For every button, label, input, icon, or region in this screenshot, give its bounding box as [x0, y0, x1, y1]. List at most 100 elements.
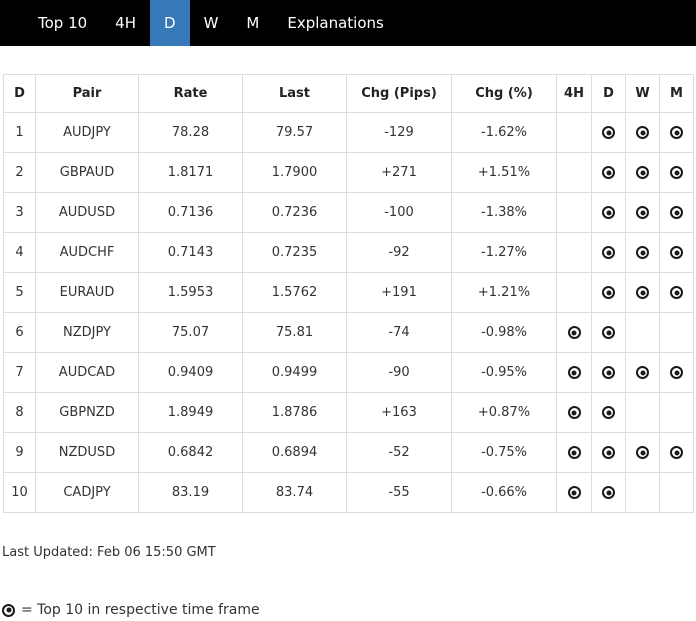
- target-icon: [636, 206, 649, 219]
- cell-mark-4h: [556, 232, 592, 273]
- cell-rank: 1: [3, 112, 36, 153]
- legend: = Top 10 in respective time frame: [2, 602, 696, 618]
- cell-chg-pips: -100: [346, 192, 452, 233]
- cell-chg-pct: -1.27%: [451, 232, 557, 273]
- cell-mark-m: [659, 432, 694, 473]
- cell-chg-pips: +271: [346, 152, 452, 193]
- cell-mark-4h: [556, 432, 592, 473]
- table-row: 7 AUDCAD 0.9409 0.9499 -90 -0.95%: [3, 352, 694, 393]
- cell-last: 0.7235: [242, 232, 347, 273]
- cell-rank: 3: [3, 192, 36, 233]
- cell-mark-4h: [556, 472, 592, 513]
- cell-mark-m: [659, 152, 694, 193]
- target-icon: [567, 326, 581, 339]
- cell-mark-m: [659, 472, 694, 513]
- cell-rank: 7: [3, 352, 36, 393]
- tab-top-10[interactable]: Top 10: [38, 14, 88, 32]
- cell-mark-d: [591, 432, 626, 473]
- table-row: 4 AUDCHF 0.7143 0.7235 -92 -1.27%: [3, 232, 694, 273]
- cell-mark-d: [591, 352, 626, 393]
- column-header-chg-5: Chg (%): [451, 74, 557, 113]
- last-updated-text: Last Updated: Feb 06 15:50 GMT: [2, 545, 216, 560]
- cell-rate: 83.19: [138, 472, 243, 513]
- legend-text: = Top 10 in respective time frame: [21, 602, 260, 618]
- cell-rate: 0.9409: [138, 352, 243, 393]
- cell-mark-m: [659, 392, 694, 433]
- cell-mark-4h: [556, 192, 592, 233]
- cell-mark-4h: [556, 312, 592, 353]
- cell-chg-pips: +163: [346, 392, 452, 433]
- cell-chg-pct: -0.75%: [451, 432, 557, 473]
- cell-last: 83.74: [242, 472, 347, 513]
- table-row: 2 GBPAUD 1.8171 1.7900 +271 +1.51%: [3, 152, 694, 193]
- cell-last: 79.57: [242, 112, 347, 153]
- cell-mark-w: [625, 472, 660, 513]
- cell-chg-pips: -74: [346, 312, 452, 353]
- cell-rank: 5: [3, 272, 36, 313]
- cell-last: 1.7900: [242, 152, 347, 193]
- cell-mark-d: [591, 112, 626, 153]
- target-icon: [567, 366, 581, 379]
- cell-rank: 6: [3, 312, 36, 353]
- cell-mark-w: [625, 152, 660, 193]
- cell-mark-w: [625, 192, 660, 233]
- cell-chg-pct: +1.51%: [451, 152, 557, 193]
- table-row: 10 CADJPY 83.19 83.74 -55 -0.66%: [3, 472, 694, 513]
- cell-mark-d: [591, 312, 626, 353]
- target-icon: [636, 446, 649, 459]
- cell-chg-pct: +1.21%: [451, 272, 557, 313]
- column-header-last-3: Last: [242, 74, 347, 113]
- table-row: 5 EURAUD 1.5953 1.5762 +191 +1.21%: [3, 272, 694, 313]
- cell-chg-pips: +191: [346, 272, 452, 313]
- cell-mark-4h: [556, 112, 592, 153]
- cell-mark-d: [591, 192, 626, 233]
- target-icon: [567, 486, 581, 499]
- cell-last: 0.7236: [242, 192, 347, 233]
- cell-mark-m: [659, 312, 694, 353]
- target-icon: [636, 166, 649, 179]
- cell-last: 0.9499: [242, 352, 347, 393]
- cell-mark-m: [659, 112, 694, 153]
- cell-chg-pct: -0.66%: [451, 472, 557, 513]
- target-icon: [670, 286, 683, 299]
- cell-pair: NZDUSD: [35, 432, 139, 473]
- tab-d[interactable]: D: [150, 0, 190, 46]
- column-header-rate-2: Rate: [138, 74, 243, 113]
- cell-last: 75.81: [242, 312, 347, 353]
- cell-mark-d: [591, 152, 626, 193]
- cell-last: 1.5762: [242, 272, 347, 313]
- cell-mark-m: [659, 232, 694, 273]
- target-icon: [602, 246, 615, 259]
- tab-m[interactable]: M: [246, 14, 260, 32]
- cell-mark-m: [659, 272, 694, 313]
- column-header-chg-pips-4: Chg (Pips): [346, 74, 452, 113]
- table-header-row: D Pair Rate Last Chg (Pips) Chg (%) 4H D W M: [3, 74, 694, 113]
- cell-chg-pct: -0.95%: [451, 352, 557, 393]
- cell-mark-w: [625, 392, 660, 433]
- tab-4h[interactable]: 4H: [115, 14, 136, 32]
- column-header-4h-6: 4H: [556, 74, 592, 113]
- cell-pair: AUDCHF: [35, 232, 139, 273]
- table-row: 9 NZDUSD 0.6842 0.6894 -52 -0.75%: [3, 432, 694, 473]
- target-icon: [670, 446, 683, 459]
- cell-pair: EURAUD: [35, 272, 139, 313]
- column-header-m-9: M: [659, 74, 694, 113]
- target-icon: [602, 366, 615, 379]
- column-header-w-8: W: [625, 74, 660, 113]
- target-icon: [2, 603, 15, 617]
- cell-mark-d: [591, 272, 626, 313]
- cell-pair: AUDUSD: [35, 192, 139, 233]
- tab-explanations[interactable]: Explanations: [287, 14, 384, 32]
- cell-pair: NZDJPY: [35, 312, 139, 353]
- cell-rate: 1.8171: [138, 152, 243, 193]
- target-icon: [602, 166, 615, 179]
- target-icon: [602, 446, 615, 459]
- tab-w[interactable]: W: [203, 14, 219, 32]
- cell-mark-m: [659, 352, 694, 393]
- timeframe-tabs: Top 10 4H D W M Explanations: [0, 0, 696, 46]
- cell-rate: 1.8949: [138, 392, 243, 433]
- cell-rank: 10: [3, 472, 36, 513]
- cell-mark-4h: [556, 392, 592, 433]
- cell-mark-d: [591, 472, 626, 513]
- target-icon: [670, 126, 683, 139]
